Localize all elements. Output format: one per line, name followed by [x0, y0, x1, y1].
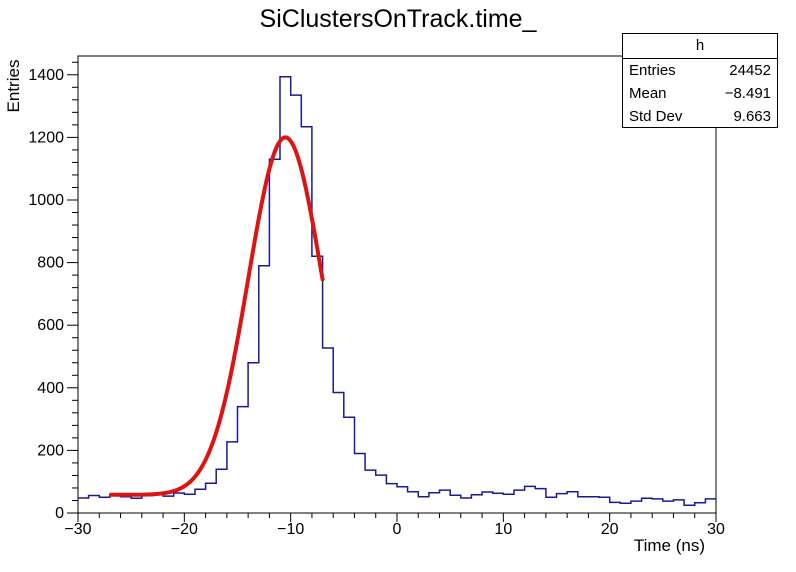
y-axis-title-text: Entries — [4, 59, 23, 113]
stats-box: h Entries 24452 Mean −8.491 Std Dev 9.66… — [622, 33, 778, 128]
stats-value: 24452 — [729, 62, 771, 79]
x-tick-label: 10 — [494, 521, 512, 538]
y-tick-label: 0 — [55, 505, 64, 522]
stats-value: 9.663 — [733, 108, 771, 125]
y-tick-label: 1200 — [28, 129, 64, 146]
x-tick-label: −30 — [64, 521, 91, 538]
y-tick-label: 600 — [37, 317, 64, 334]
stats-box-header: h — [623, 34, 777, 59]
y-tick-label: 800 — [37, 255, 64, 272]
x-tick-label: −20 — [171, 521, 198, 538]
stats-value: −8.491 — [724, 85, 771, 102]
stats-row-stddev: Std Dev 9.663 — [623, 105, 777, 128]
stats-label: Std Dev — [629, 108, 683, 125]
y-tick-label: 400 — [37, 380, 64, 397]
stats-row-entries: Entries 24452 — [623, 59, 777, 82]
plot-frame — [77, 55, 717, 514]
histogram-series — [78, 75, 716, 506]
x-tick-label: 20 — [601, 521, 619, 538]
x-tick-label: −10 — [277, 521, 304, 538]
x-tick-label: 0 — [393, 521, 402, 538]
chart-title: SiClustersOnTrack.time_ — [259, 5, 537, 33]
stats-label: Entries — [629, 62, 676, 79]
stats-row-mean: Mean −8.491 — [623, 82, 777, 105]
y-tick-label: 200 — [37, 442, 64, 459]
y-axis-title: Entries — [4, 50, 24, 122]
y-tick-label: 1000 — [28, 192, 64, 209]
fit-curve — [109, 135, 325, 497]
y-tick-label: 1400 — [28, 67, 64, 84]
x-tick-label: 30 — [707, 521, 725, 538]
x-axis-title: Time (ns) — [633, 536, 705, 555]
stats-label: Mean — [629, 85, 667, 102]
